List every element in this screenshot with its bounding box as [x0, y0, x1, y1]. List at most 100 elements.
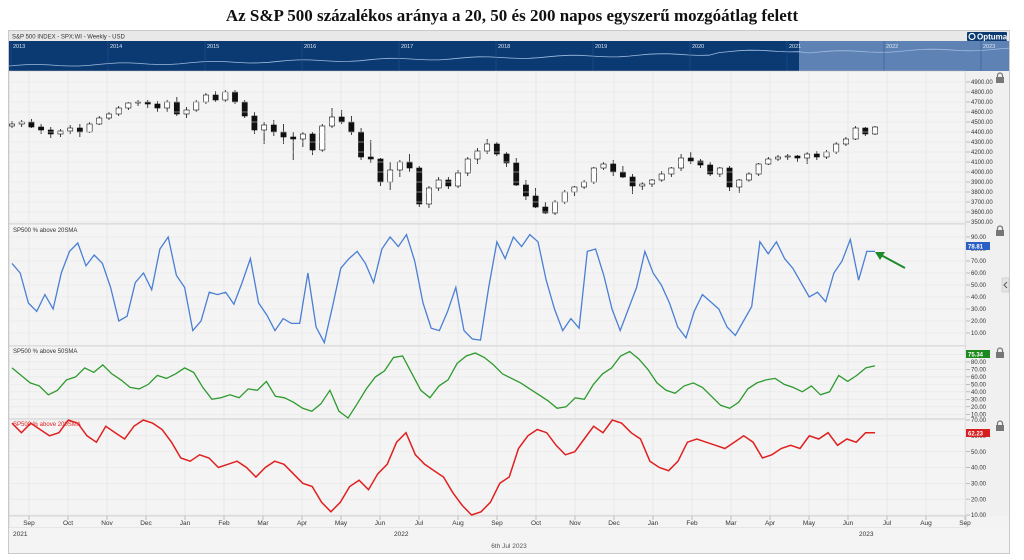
x-tick-label: Apr: [297, 520, 308, 527]
x-tick-label: Oct: [63, 520, 73, 527]
navigator-year-label: 2023: [983, 44, 995, 50]
candle: [377, 158, 384, 183]
lock-icon[interactable]: [996, 420, 1004, 431]
candle: [212, 94, 219, 101]
candle: [610, 163, 617, 173]
candle: [678, 157, 684, 169]
arrow-annotation: [875, 252, 906, 269]
candle: [164, 101, 171, 109]
y-tick-label: 30.00: [971, 307, 987, 313]
chart-title: Az S&P 500 százalékos aránya a 20, 50 és…: [225, 6, 799, 25]
candle: [784, 155, 791, 158]
candle: [367, 156, 374, 160]
y-tick-label: 70.00: [971, 368, 987, 374]
candle: [639, 183, 646, 187]
y-tick-label: 3500.00: [971, 220, 993, 226]
x-tick-label: Dec: [140, 520, 152, 527]
x-tick-label: Oct: [531, 520, 541, 527]
candle: [290, 136, 297, 140]
candle: [590, 167, 597, 183]
x-tick-label: May: [803, 520, 816, 527]
x-tick-label: Jul: [883, 520, 892, 527]
candle: [571, 186, 578, 193]
sma50-value: 75.34: [968, 353, 984, 359]
sma50-panel[interactable]: [8, 345, 967, 420]
candle: [852, 127, 859, 140]
candle: [629, 176, 636, 187]
x-tick-label: Jun: [843, 520, 854, 527]
chart-svg[interactable]: S&P 500 INDEX - SPX:WI - Weekly - USD Op…: [8, 31, 1010, 553]
navigator-year-label: 2015: [207, 44, 219, 50]
y-tick-label: 60.00: [971, 271, 987, 277]
candle: [503, 153, 510, 164]
navigator-year-label: 2013: [13, 44, 25, 50]
candle: [38, 126, 44, 131]
sma20-value-badge: 78.81: [966, 242, 990, 251]
y-tick-label: 40.00: [971, 390, 987, 396]
candle: [445, 179, 452, 187]
y-tick-label: 20.00: [971, 497, 987, 503]
x-tick-label: Dec: [608, 520, 620, 527]
header-strip: [9, 31, 1009, 41]
candle: [862, 127, 869, 135]
sma200-line: [11, 419, 875, 516]
x-tick-label: Jan: [648, 520, 659, 527]
candle: [668, 167, 675, 175]
y-tick-label: 30.00: [971, 398, 987, 404]
candle: [319, 125, 326, 151]
y-tick-label: 40.00: [971, 295, 987, 301]
x-axis-years: [9, 528, 1009, 553]
candle: [125, 102, 132, 109]
x-year-label: 2022: [394, 531, 409, 538]
sma20-value: 78.81: [968, 245, 984, 251]
candle: [542, 206, 549, 214]
candle: [833, 143, 840, 153]
candle: [193, 101, 200, 111]
navigator-year-label: 2017: [401, 44, 413, 50]
candle: [251, 115, 258, 131]
y-tick-label: 4000.00: [971, 170, 993, 176]
y-tick-label: 4100.00: [971, 160, 993, 166]
lock-icon[interactable]: [996, 72, 1004, 83]
chart-area[interactable]: S&P 500 INDEX - SPX:WI - Weekly - USD Op…: [8, 30, 1010, 554]
sma50-value-badge: 75.34: [966, 350, 990, 359]
lock-icon[interactable]: [996, 347, 1004, 358]
lock-icon[interactable]: [996, 225, 1004, 236]
x-tick-label: Apr: [765, 520, 776, 527]
y-tick-label: 60.00: [971, 375, 987, 381]
candle: [261, 124, 268, 131]
candle: [813, 153, 820, 158]
sma50-line: [11, 350, 876, 419]
candle: [658, 173, 665, 181]
optuma-logo: Optuma: [967, 32, 1008, 42]
candle: [455, 172, 461, 187]
y-tick-label: 50.00: [971, 383, 987, 389]
candle: [299, 133, 306, 140]
chevron-left-icon[interactable]: [1001, 277, 1010, 293]
candle: [843, 138, 849, 145]
candle: [96, 117, 103, 125]
candle: [222, 91, 229, 101]
x-tick-label: Mar: [257, 520, 269, 527]
navigator-bar[interactable]: 2013 2014 2015 2016 2017 2018 2019 2020 2021 2022…: [8, 41, 1010, 71]
x-tick-label: Sep: [23, 520, 35, 527]
navigator-window[interactable]: [799, 41, 1009, 71]
candle: [581, 181, 588, 188]
y-tick-label: 4600.00: [971, 110, 993, 116]
candle: [484, 143, 491, 152]
candle: [348, 121, 355, 133]
x-tick-label: Sep: [959, 520, 971, 527]
candle: [716, 167, 723, 175]
candle: [775, 156, 781, 160]
candle: [523, 184, 529, 197]
x-year-label: 2021: [13, 531, 28, 538]
candle: [106, 113, 112, 119]
candle: [736, 179, 743, 188]
navigator-year-label: 2018: [498, 44, 510, 50]
x-tick-label: Aug: [920, 520, 932, 527]
candle: [203, 94, 209, 103]
y-tick-label: 3800.00: [971, 190, 993, 196]
y-tick-label: 60.00: [971, 434, 987, 440]
candle: [396, 161, 403, 171]
x-tick-label: Mar: [725, 520, 737, 527]
